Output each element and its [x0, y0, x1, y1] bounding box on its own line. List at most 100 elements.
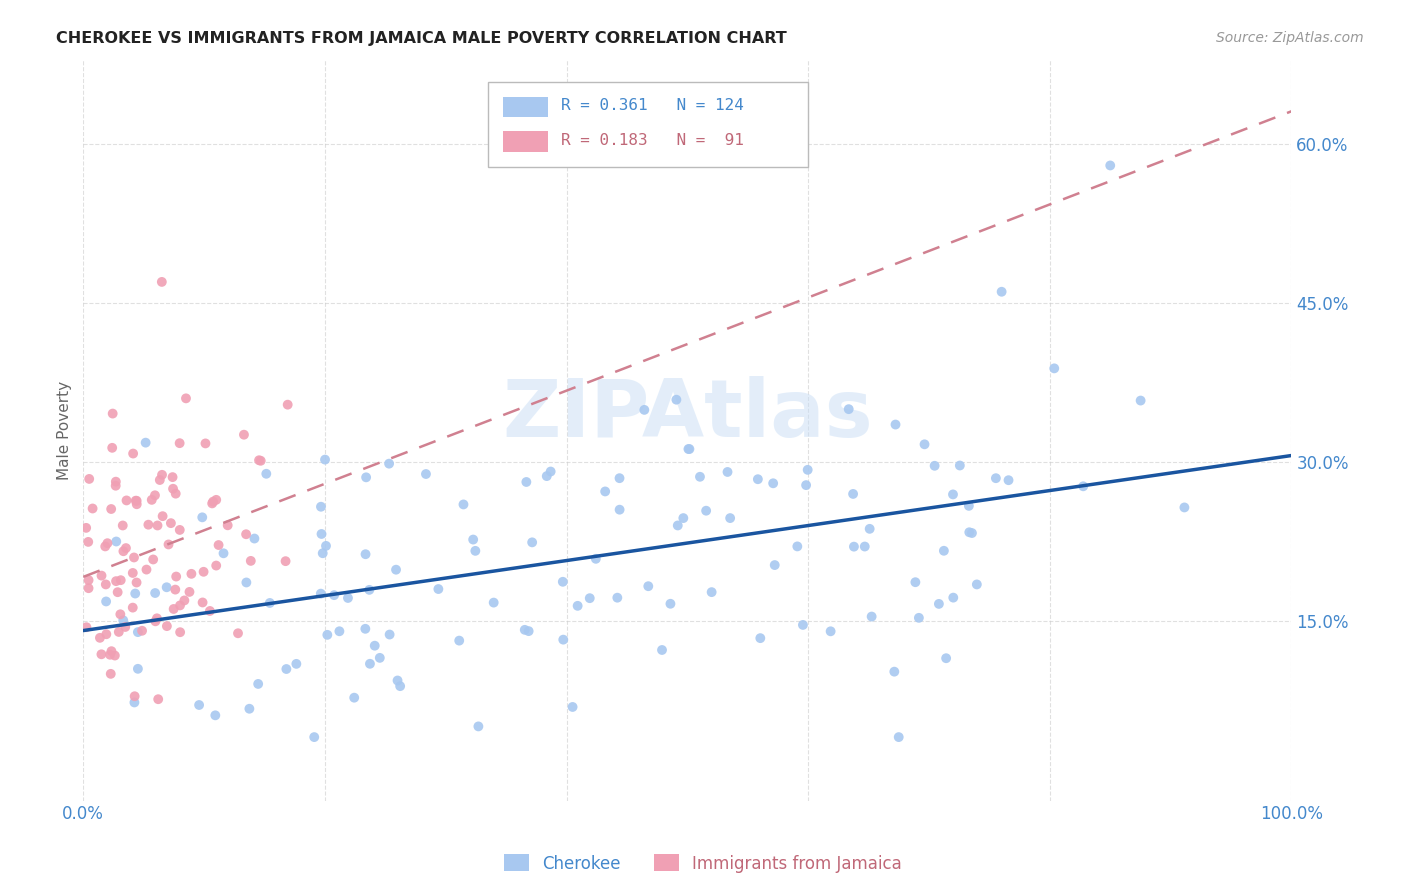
Text: R = 0.361   N = 124: R = 0.361 N = 124: [561, 98, 744, 113]
Point: [935, 651, 957, 665]
Point: [453, 498, 475, 512]
Point: [277, 398, 299, 412]
Point: [165, 486, 187, 500]
Point: [115, 541, 138, 555]
Point: [107, 624, 129, 639]
Point: [180, 566, 202, 581]
Point: [212, 546, 235, 560]
Point: [142, 552, 165, 566]
Point: [651, 643, 673, 657]
Point: [169, 599, 191, 613]
Point: [169, 625, 191, 640]
Point: [127, 662, 149, 676]
Point: [540, 465, 562, 479]
Bar: [502, 96, 548, 118]
Point: [226, 626, 249, 640]
Point: [121, 600, 143, 615]
Point: [143, 586, 166, 600]
Point: [1071, 479, 1094, 493]
Point: [149, 473, 172, 487]
Text: R = 0.183   N =  91: R = 0.183 N = 91: [561, 133, 744, 148]
Point: [853, 540, 876, 554]
Point: [314, 452, 336, 467]
Point: [163, 602, 186, 616]
Point: [633, 402, 655, 417]
Point: [121, 566, 143, 580]
Point: [77, 581, 100, 595]
Point: [104, 479, 127, 493]
Point: [449, 633, 471, 648]
Point: [104, 648, 127, 663]
Text: ZIPAtlas: ZIPAtlas: [502, 376, 873, 454]
Point: [112, 613, 135, 627]
Point: [700, 585, 723, 599]
Point: [309, 500, 332, 514]
Point: [385, 563, 408, 577]
Point: [561, 700, 583, 714]
Point: [908, 611, 931, 625]
Point: [796, 463, 818, 477]
Point: [859, 522, 882, 536]
Point: [143, 488, 166, 502]
Point: [463, 533, 485, 547]
Point: [747, 472, 769, 486]
Point: [115, 493, 138, 508]
Point: [551, 574, 574, 589]
Point: [311, 527, 333, 541]
Point: [364, 639, 387, 653]
Point: [718, 511, 741, 525]
Point: [75, 620, 97, 634]
Point: [354, 622, 377, 636]
Point: [359, 657, 381, 671]
Point: [249, 454, 271, 468]
Point: [942, 591, 965, 605]
Point: [169, 523, 191, 537]
Point: [957, 499, 980, 513]
Point: [124, 690, 146, 704]
Point: [105, 574, 128, 589]
Point: [94, 577, 117, 591]
Point: [517, 624, 540, 639]
Point: [131, 624, 153, 638]
Point: [513, 623, 536, 637]
Point: [96, 536, 118, 550]
Point: [77, 472, 100, 486]
Legend: Cherokee, Immigrants from Jamaica: Cherokee, Immigrants from Jamaica: [498, 847, 908, 880]
Point: [716, 465, 738, 479]
Point: [138, 517, 160, 532]
Point: [957, 525, 980, 540]
Point: [94, 594, 117, 608]
Point: [520, 535, 543, 549]
Point: [997, 473, 1019, 487]
Point: [100, 502, 122, 516]
Point: [285, 657, 308, 671]
Point: [125, 575, 148, 590]
Point: [387, 673, 409, 688]
Point: [233, 427, 256, 442]
Point: [467, 719, 489, 733]
Point: [609, 502, 631, 516]
Point: [125, 493, 148, 508]
Point: [695, 504, 717, 518]
Point: [150, 275, 173, 289]
Point: [585, 551, 607, 566]
Point: [207, 538, 229, 552]
Point: [328, 624, 350, 639]
Point: [609, 471, 631, 485]
Point: [235, 527, 257, 541]
Point: [316, 628, 339, 642]
Text: Source: ZipAtlas.com: Source: ZipAtlas.com: [1216, 31, 1364, 45]
Point: [101, 407, 124, 421]
Point: [125, 493, 148, 508]
Point: [169, 436, 191, 450]
Point: [942, 487, 965, 501]
Point: [191, 510, 214, 524]
Point: [82, 501, 104, 516]
Point: [217, 518, 239, 533]
Point: [464, 544, 486, 558]
Point: [763, 558, 786, 572]
Point: [90, 568, 112, 582]
Point: [842, 487, 865, 501]
Point: [792, 618, 814, 632]
Point: [689, 470, 711, 484]
